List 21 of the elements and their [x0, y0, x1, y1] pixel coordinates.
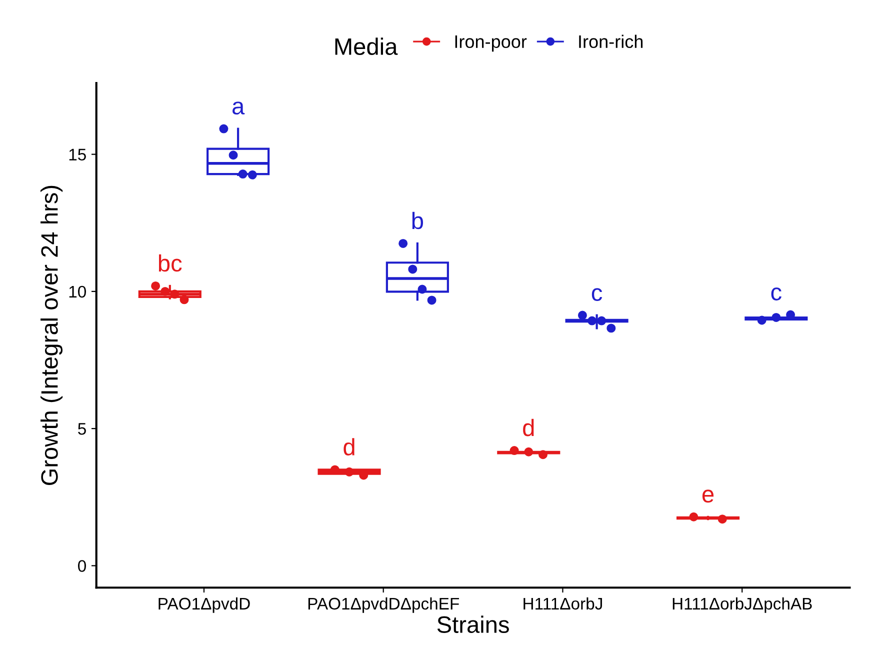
legend-title: Media: [335, 38, 398, 56]
annotation: c: [592, 288, 602, 302]
y-tick-label: 15: [69, 148, 86, 161]
x-tick-label: PAO1ΔpvdD: [158, 597, 250, 613]
x-tick-label: H111ΔorbJΔpchAB: [672, 597, 812, 613]
y-tick-label: 0: [78, 560, 86, 572]
annotation: d: [523, 418, 534, 436]
y-tick-label: 10: [69, 286, 86, 298]
legend-label: Iron-poor: [455, 35, 527, 52]
x-tick-label: H111ΔorbJ: [524, 597, 602, 610]
x-tick-label: PAO1ΔpvdDΔpchEF: [308, 597, 459, 613]
legend-label: Iron-rich: [579, 34, 643, 48]
annotation: a: [232, 102, 245, 115]
annotation: e: [702, 490, 714, 503]
y-axis-title: Growth (Integral over 24 hrs): [40, 186, 63, 486]
annotation: b: [412, 212, 424, 230]
annotation: bc: [158, 254, 182, 272]
y-tick-label: 5: [78, 423, 86, 435]
annotation: d: [344, 438, 354, 456]
x-axis-title: Strains: [437, 616, 509, 634]
annotation: c: [771, 288, 782, 300]
